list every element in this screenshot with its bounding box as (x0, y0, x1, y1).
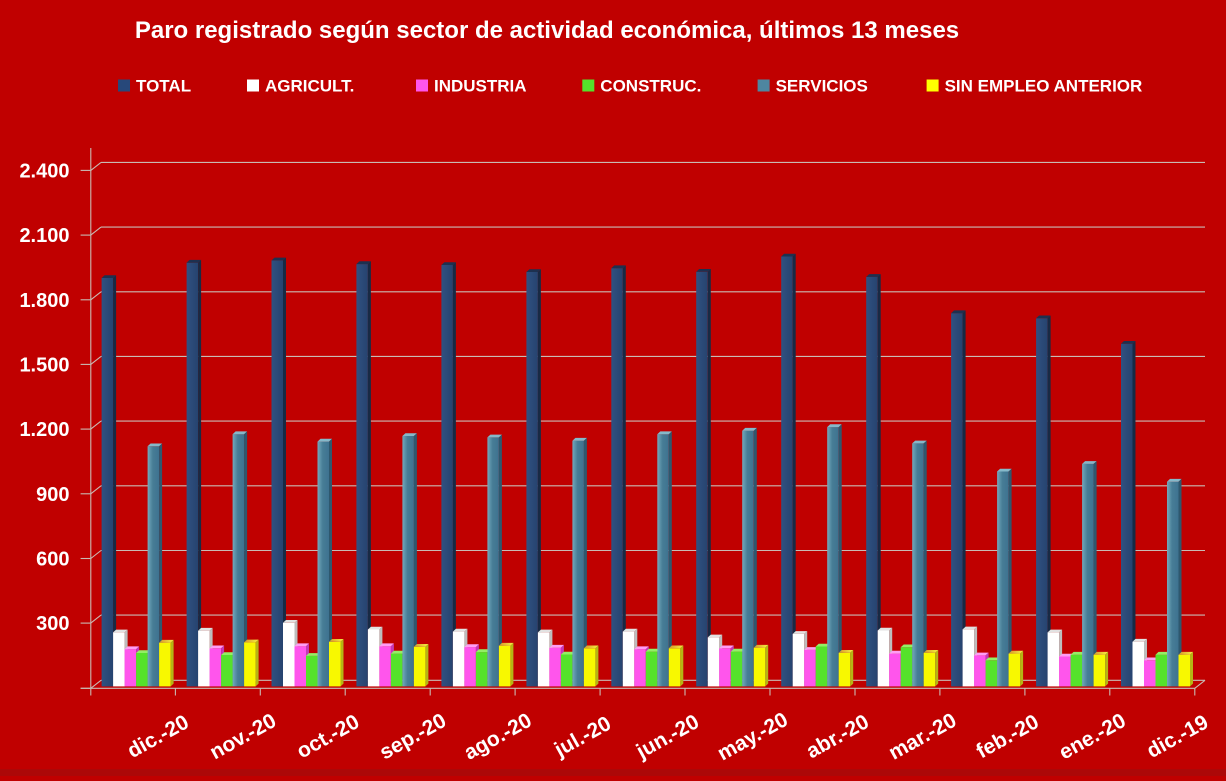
svg-text:AGRICULT.: AGRICULT. (265, 76, 354, 95)
svg-text:1.500: 1.500 (19, 354, 69, 376)
svg-text:600: 600 (36, 549, 69, 571)
svg-text:2.100: 2.100 (19, 225, 69, 247)
svg-text:INDUSTRIA: INDUSTRIA (434, 76, 527, 95)
svg-text:300: 300 (36, 613, 69, 635)
svg-text:SERVICIOS: SERVICIOS (776, 76, 868, 95)
svg-text:2.400: 2.400 (19, 160, 69, 182)
svg-text:1.200: 1.200 (19, 419, 69, 441)
svg-text:SIN EMPLEO ANTERIOR: SIN EMPLEO ANTERIOR (945, 76, 1143, 95)
svg-text:CONSTRUC.: CONSTRUC. (600, 76, 701, 95)
svg-text:1.800: 1.800 (19, 290, 69, 312)
svg-text:TOTAL: TOTAL (136, 76, 191, 95)
svg-text:Paro registrado según sector d: Paro registrado según sector de activida… (135, 17, 959, 44)
svg-text:900: 900 (36, 484, 69, 506)
